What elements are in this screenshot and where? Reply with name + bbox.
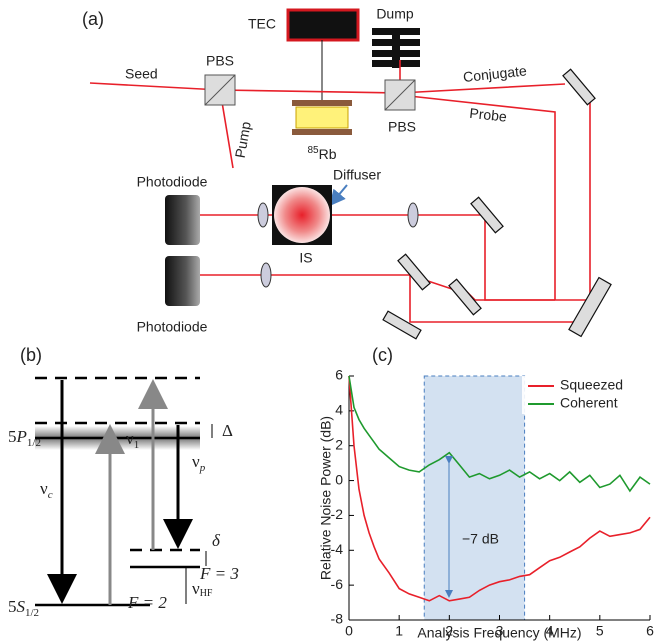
y-tick-label: -8 [331,611,344,627]
x-tick-label: 1 [395,623,403,639]
sub: p [199,462,206,474]
plate [292,100,352,106]
level-label: F = 3 [199,564,239,583]
mirror [398,254,430,290]
text: Rb [319,146,337,162]
y-axis-label: Relative Noise Power (dB) [318,416,334,580]
sub: 1 [134,439,140,451]
annotation: −7 dB [462,531,499,547]
y-tick-label: 0 [335,471,343,487]
label: PBS [388,119,416,135]
label: 85Rb [307,145,336,162]
legend-label: Squeezed [560,377,623,393]
label: PBS [206,53,234,69]
label: TEC [248,16,276,32]
y-tick-label: 4 [335,402,343,418]
label: Diffuser [333,167,381,183]
detuning: δ [212,531,221,550]
y-tick-label: 6 [335,367,343,383]
freq-label: νp [192,452,206,474]
sphere [274,187,330,243]
label: Photodiode [137,174,208,190]
label: Dump [376,6,414,22]
plate [292,129,352,135]
sub: c [48,489,53,501]
x-axis-label: Analysis Frequency (MHz) [417,625,581,641]
y-tick-label: 2 [335,436,343,452]
panel-label: (b) [20,345,42,365]
sub: 1/2 [27,437,41,449]
level-label: 5S1/2 [8,597,39,619]
label: Seed [125,66,158,82]
x-tick-label: 0 [345,623,353,639]
x-tick-label: 5 [596,623,604,639]
freq-label: νc [40,479,53,501]
beam-dump [372,28,420,68]
shaded-region [424,376,524,620]
text: 5 [8,597,17,616]
sup: 85 [307,145,319,156]
photodiode [165,256,200,306]
tec-box [288,10,358,40]
label: IS [299,250,312,266]
legend-label: Coherent [560,395,618,411]
text: 5 [8,427,17,446]
panel-label: (a) [82,9,104,29]
level-label: F = 2 [127,593,167,612]
rb-cell [296,107,348,128]
lens [261,263,271,287]
mirror [563,69,595,105]
panel-label: (c) [372,345,393,365]
sub: 1/2 [25,607,39,619]
mirror [383,311,421,339]
detuning: Δ [222,421,233,440]
figure: (a) TEC 85Rb Dump Seed PBS PBS Pump Conj… [0,0,672,643]
sub: HF [200,588,213,599]
lens [258,203,268,227]
mirror [449,279,481,315]
panel-b: (b) 5P1/2 5S1/2 Δ δ νc ν1 νp νHF F = 3 F… [8,345,239,619]
x-tick-label: 6 [646,623,654,639]
panel-a: (a) TEC 85Rb Dump Seed PBS PBS Pump Conj… [82,6,611,339]
label: Probe [469,105,508,125]
label: Conjugate [462,62,527,85]
label: Pump [232,120,254,159]
text: P [16,427,27,446]
pointer [332,185,347,203]
label: Photodiode [137,319,208,335]
photodiode [165,195,200,245]
lens [408,203,418,227]
